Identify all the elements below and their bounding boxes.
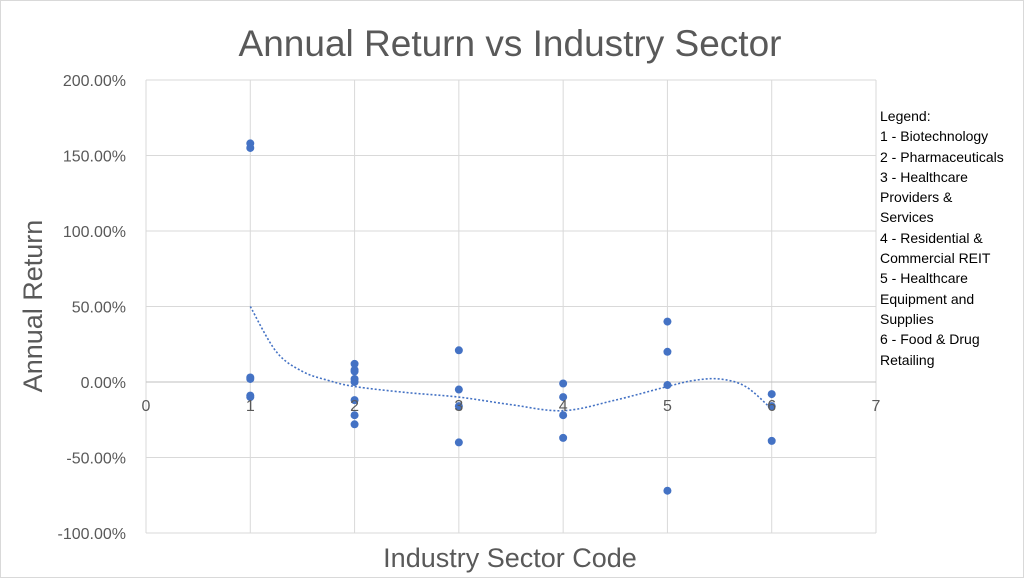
data-point	[350, 359, 359, 368]
legend-item-2: 2 - Pharmaceuticals	[880, 148, 1004, 165]
y-tick-label: 0.00%	[81, 375, 126, 392]
y-tick-label: -50.00%	[66, 451, 126, 468]
data-point	[767, 390, 776, 399]
x-tick-label: 1	[246, 398, 255, 415]
data-point	[350, 420, 359, 429]
y-tick-label: 100.00%	[63, 224, 126, 241]
data-point	[454, 346, 463, 355]
y-tick-label: -100.00%	[58, 526, 127, 543]
legend-item-6: 6 - Food & Drug Retailing	[880, 331, 980, 368]
legend: Legend: 1 - Biotechnology 2 - Pharmaceut…	[880, 106, 1020, 370]
data-point	[559, 411, 568, 420]
x-tick-label: 0	[142, 398, 151, 415]
data-point	[350, 378, 359, 386]
y-tick-label: 50.00%	[72, 300, 126, 317]
data-point	[767, 436, 776, 445]
data-point	[559, 379, 568, 388]
data-point	[663, 486, 672, 495]
y-tick-label: 150.00%	[63, 149, 126, 166]
data-point	[246, 374, 255, 383]
data-point	[350, 367, 359, 376]
data-point	[559, 433, 568, 442]
legend-item-1: 1 - Biotechnology	[880, 128, 989, 145]
data-point	[350, 396, 359, 405]
y-axis-label: Annual Return	[18, 220, 48, 393]
x-tick-label: 6	[767, 398, 776, 415]
data-point	[559, 393, 568, 402]
x-tick-label: 5	[663, 398, 672, 415]
x-tick-label: 2	[350, 398, 359, 415]
data-point	[350, 411, 359, 420]
legend-item-4: 4 - Residential & Commercial REIT	[880, 229, 991, 267]
data-point	[246, 393, 255, 402]
data-point	[454, 438, 463, 447]
data-point	[454, 385, 463, 394]
data-point	[767, 402, 776, 411]
x-tick-label: 4	[559, 398, 568, 415]
x-tick-label: 3	[454, 398, 463, 415]
x-axis-label: Industry Sector Code	[383, 543, 637, 573]
legend-heading: Legend:	[880, 108, 931, 124]
data-point	[454, 402, 463, 411]
trendline	[249, 306, 773, 412]
chart-title: Annual Return vs Industry Sector	[239, 23, 782, 64]
data-point	[663, 347, 672, 356]
y-tick-label: 200.00%	[63, 73, 126, 90]
data-point	[246, 143, 255, 152]
legend-item-3: 3 - Healthcare Providers & Services	[880, 168, 968, 226]
data-point	[663, 317, 672, 326]
x-tick-label: 7	[872, 398, 881, 415]
data-point	[663, 381, 672, 390]
legend-item-5: 5 - Healthcare Equipment and Supplies	[880, 270, 975, 327]
